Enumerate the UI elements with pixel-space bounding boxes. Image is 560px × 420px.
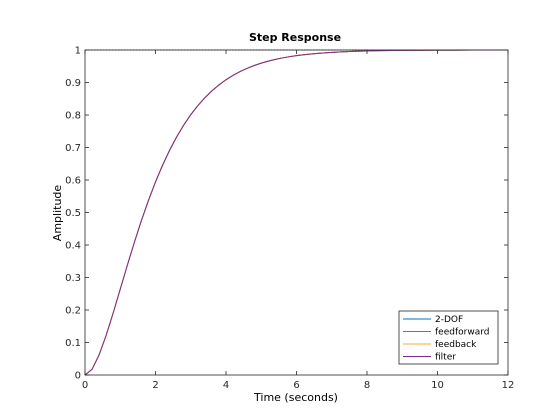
x-tick-label: 6 [293,380,299,391]
x-tick-label: 4 [223,380,229,391]
y-tick-label: 0.7 [65,143,81,154]
legend-label: feedback [435,340,477,350]
x-tick-label: 0 [82,380,88,391]
y-tick-label: 0.5 [65,208,81,219]
legend-label: 2-DOF [435,315,463,325]
legend-label: filter [435,353,456,363]
y-tick-label: 0.4 [65,241,81,252]
series-line-filter [84,49,508,376]
x-tick-label: 10 [431,380,444,391]
y-tick-label: 0.1 [65,338,81,349]
x-tick-label: 12 [502,380,515,391]
x-ticks: 0 2 4 6 8 10 12 [82,50,515,391]
y-tick-label: 0.6 [65,176,81,187]
x-tick-label: 2 [152,380,158,391]
y-axis-label: Amplitude [51,185,64,242]
chart-title: Step Response [249,31,341,44]
legend: 2-DOF feedforward feedback filter [398,310,499,365]
y-tick-label: 0.2 [65,306,81,317]
x-axis-label: Time (seconds) [253,391,338,404]
y-tick-label: 0.9 [65,78,81,89]
y-tick-label: 0.8 [65,111,81,122]
y-tick-label: 0.3 [65,273,81,284]
legend-box [398,310,499,365]
x-tick-label: 8 [364,380,370,391]
series-lines [84,49,508,376]
y-ticks: 0 0.1 0.2 0.3 0.4 0.5 0.6 0.7 0.8 0.9 1 [65,46,508,382]
legend-label: feedforward [435,328,489,338]
y-tick-label: 0 [75,371,81,382]
y-tick-label: 1 [75,46,81,57]
